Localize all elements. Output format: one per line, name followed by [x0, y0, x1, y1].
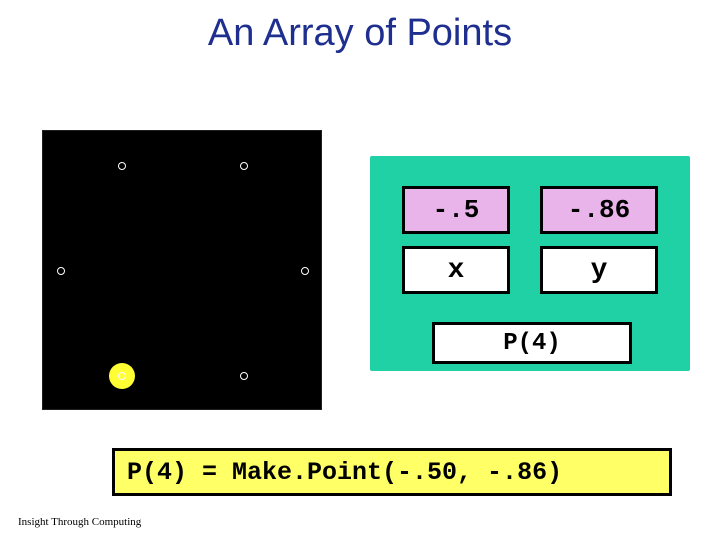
- plot-point: [301, 267, 309, 275]
- footer-text: Insight Through Computing: [18, 516, 141, 528]
- code-text: P(4) = Make.Point(-.50, -.86): [127, 458, 562, 487]
- plot-point: [57, 267, 65, 275]
- plot-point: [240, 162, 248, 170]
- struct-value-cell: -.86: [540, 186, 658, 234]
- slide-title: An Array of Points: [0, 12, 720, 55]
- struct-name-label: P(4): [432, 322, 632, 364]
- struct-field-cell: x: [402, 246, 510, 294]
- plot-point: [118, 372, 126, 380]
- struct-value-cell: -.5: [402, 186, 510, 234]
- plot-point: [118, 162, 126, 170]
- struct-field-cell: y: [540, 246, 658, 294]
- points-plot: [42, 130, 322, 410]
- plot-point: [240, 372, 248, 380]
- code-statement: P(4) = Make.Point(-.50, -.86): [112, 448, 672, 496]
- struct-diagram: -.5 -.86 xy P(4): [370, 156, 690, 371]
